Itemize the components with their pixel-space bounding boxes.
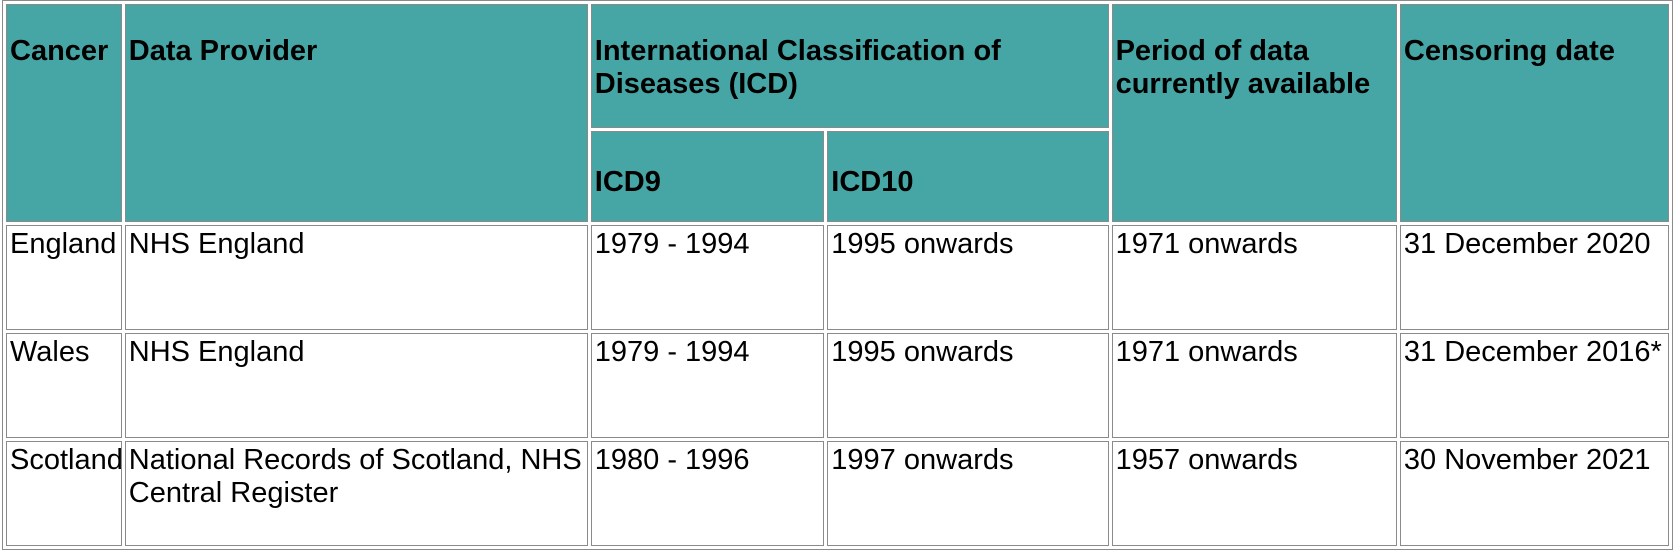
- cell-icd9: 1980 - 1996: [590, 441, 825, 546]
- header-censoring-date: Censoring date: [1399, 4, 1669, 222]
- cell-icd9: 1979 - 1994: [590, 225, 825, 330]
- cell-period: 1971 onwards: [1111, 225, 1397, 330]
- cell-cancer: Wales: [6, 333, 122, 438]
- cell-provider: NHS England: [124, 225, 588, 330]
- cell-provider: NHS England: [124, 333, 588, 438]
- cell-icd10: 1995 onwards: [827, 333, 1109, 438]
- cell-icd10: 1997 onwards: [827, 441, 1109, 546]
- header-icd9: ICD9: [590, 131, 825, 222]
- cell-period: 1971 onwards: [1111, 333, 1397, 438]
- header-row-main: Cancer Data Provider International Class…: [6, 4, 1669, 222]
- cell-cancer: Scotland: [6, 441, 123, 546]
- cell-censoring-date: 31 December 2016*: [1399, 333, 1669, 438]
- header-row-sub: ICD9 ICD10: [6, 131, 1669, 222]
- header-data-provider: Data Provider: [124, 4, 588, 222]
- cell-censoring-date: 31 December 2020: [1399, 225, 1669, 330]
- cell-period: 1957 onwards: [1111, 441, 1397, 546]
- cell-icd10: 1995 onwards: [827, 225, 1109, 330]
- cell-provider: National Records of Scotland, NHS Centra…: [124, 441, 588, 546]
- header-cancer: Cancer: [6, 4, 122, 222]
- header-period: Period of data currently available: [1111, 4, 1397, 222]
- table-row: Wales NHS England 1979 - 1994 1995 onwar…: [6, 333, 1669, 438]
- cell-icd9: 1979 - 1994: [590, 333, 825, 438]
- cell-cancer: England: [6, 225, 122, 330]
- header-icd-group: International Classification of Diseases…: [590, 4, 1109, 128]
- table-row: England NHS England 1979 - 1994 1995 onw…: [6, 225, 1669, 330]
- cell-censoring-date: 30 November 2021: [1399, 441, 1669, 546]
- header-icd10: ICD10: [827, 131, 1109, 222]
- table-row: Scotland National Records of Scotland, N…: [6, 441, 1669, 546]
